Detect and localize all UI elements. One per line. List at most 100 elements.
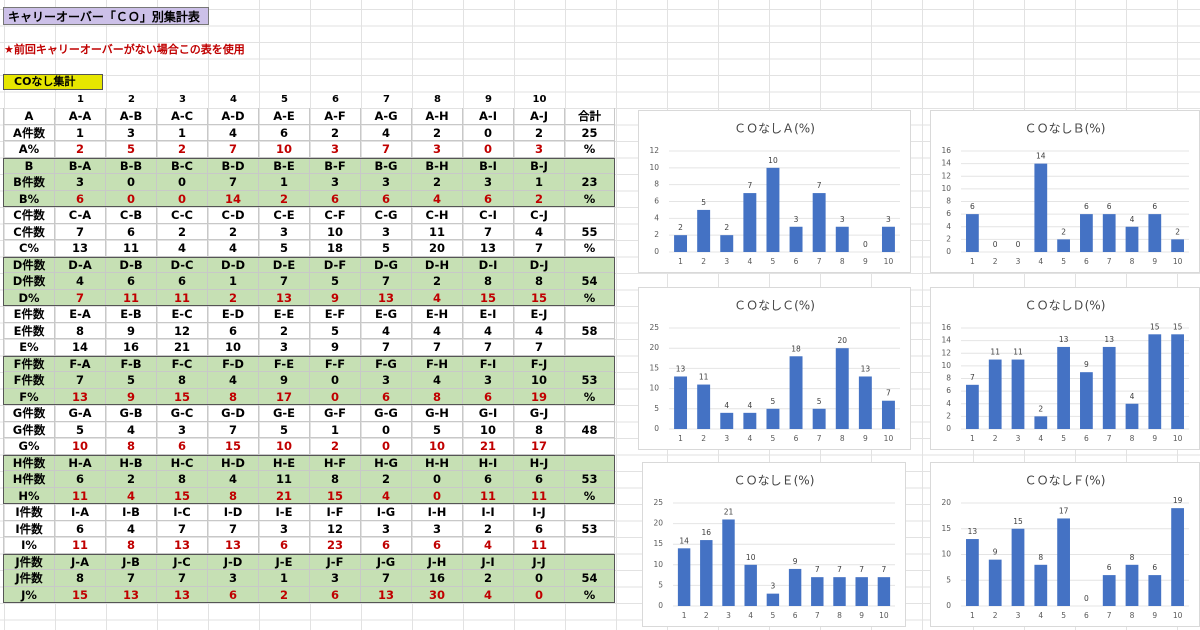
- data-label: 4: [1130, 392, 1135, 401]
- table-cell: 8: [55, 322, 106, 339]
- table-cell: 4: [208, 471, 259, 488]
- table-cell: 0: [310, 372, 361, 389]
- table-cell: 7: [463, 339, 514, 356]
- table-cell: 5: [106, 372, 157, 389]
- table-cell: 3: [259, 339, 310, 356]
- y-tick-label: 10: [941, 361, 951, 370]
- bar: [966, 384, 979, 429]
- table-cell: 5: [106, 141, 157, 158]
- table-cell: D-C: [157, 256, 208, 273]
- column-number: 3: [179, 94, 186, 105]
- data-label: 3: [771, 582, 776, 591]
- x-tick-label: 4: [1038, 611, 1043, 620]
- table-cell: 8: [310, 471, 361, 488]
- x-tick-label: 3: [724, 257, 729, 266]
- table-cell: 55: [565, 223, 615, 240]
- table-cell: G%: [3, 438, 55, 455]
- y-tick-label: 10: [649, 163, 659, 172]
- bar: [1148, 575, 1162, 606]
- x-tick-label: 3: [724, 434, 729, 443]
- table-cell: 6: [259, 124, 310, 141]
- y-tick-label: 8: [654, 180, 659, 189]
- x-tick-label: 9: [863, 434, 868, 443]
- table-cell: 2: [514, 124, 565, 141]
- data-label: 6: [1107, 202, 1112, 211]
- column-number: 8: [434, 94, 441, 105]
- y-tick-label: 16: [941, 323, 951, 332]
- bar: [812, 408, 826, 429]
- table-cell: [565, 438, 615, 455]
- y-tick-label: 0: [946, 601, 951, 610]
- group-box: [3, 355, 615, 405]
- table-cell: E-E: [259, 306, 310, 323]
- bar: [1171, 334, 1184, 429]
- bar: [811, 577, 824, 606]
- y-tick-label: 2: [654, 230, 659, 239]
- table-cell: E-D: [208, 306, 259, 323]
- column-number: 6: [332, 94, 339, 105]
- data-label: 20: [837, 336, 847, 345]
- table-cell: F-D: [208, 355, 259, 372]
- y-tick-label: 0: [946, 247, 951, 256]
- table-cell: 3: [361, 520, 412, 537]
- section-label: COなし集計: [3, 74, 103, 90]
- table-cell: C-I: [463, 207, 514, 224]
- chart-panel: ＣＯなしＤ(%) 0 2 4 6 8 10 12 14 16 7 1 11 2 11 3 2 4 13 5 9 6 13 7 4…: [930, 287, 1200, 450]
- table-cell: 2: [412, 273, 463, 290]
- bar: [1034, 564, 1048, 606]
- table-cell: B-I: [463, 157, 514, 174]
- bar: [1080, 372, 1093, 429]
- table-cell: 4: [514, 322, 565, 339]
- table-cell: 15: [157, 487, 208, 504]
- data-label: 7: [970, 373, 975, 382]
- table-cell: 3: [514, 141, 565, 158]
- table-cell: 21: [463, 438, 514, 455]
- data-label: 7: [747, 181, 752, 190]
- bar: [697, 384, 711, 429]
- column-number: 2: [128, 94, 135, 105]
- y-tick-label: 12: [649, 146, 659, 155]
- chart-title: ＣＯなしＤ(%): [1025, 299, 1106, 313]
- table-cell: 8: [514, 273, 565, 290]
- data-label: 11: [699, 373, 709, 382]
- y-tick-label: 8: [946, 374, 951, 383]
- table-cell: 6: [106, 273, 157, 290]
- y-tick-label: 16: [941, 146, 951, 155]
- table-cell: 0: [463, 141, 514, 158]
- table-cell: 2: [310, 124, 361, 141]
- table-cell: 15: [157, 388, 208, 405]
- x-tick-label: 7: [1107, 611, 1112, 620]
- x-tick-label: 10: [879, 611, 889, 620]
- table-cell: 23: [310, 537, 361, 554]
- x-tick-label: 7: [1107, 434, 1112, 443]
- table-cell: D件数: [3, 256, 55, 273]
- table-cell: A-C: [157, 108, 208, 125]
- group-box: [3, 553, 615, 603]
- data-label: 18: [791, 344, 801, 353]
- bar: [1125, 564, 1139, 606]
- table-cell: E-J: [514, 306, 565, 323]
- table-cell: [565, 207, 615, 224]
- table-cell: G-F: [310, 405, 361, 422]
- table-cell: F-A: [55, 355, 106, 372]
- table-cell: 6: [514, 520, 565, 537]
- table-cell: [565, 537, 615, 554]
- y-tick-label: 20: [653, 519, 663, 528]
- table-cell: H-F: [310, 454, 361, 471]
- table-cell: 0: [361, 421, 412, 438]
- x-tick-label: 8: [840, 257, 845, 266]
- table-cell: 17: [514, 438, 565, 455]
- data-label: 10: [746, 553, 756, 562]
- table-cell: 3: [412, 141, 463, 158]
- table-cell: G件数: [3, 405, 55, 422]
- table-cell: %: [565, 141, 615, 158]
- table-cell: D-D: [208, 256, 259, 273]
- bar: [1125, 403, 1139, 429]
- table-cell: 6: [514, 471, 565, 488]
- table-cell: G件数: [3, 421, 55, 438]
- chart: ＣＯなしＣ(%)05101520251311124344551865720813…: [649, 299, 900, 443]
- y-tick-label: 25: [653, 498, 663, 507]
- x-tick-label: 6: [793, 611, 798, 620]
- table-cell: 7: [361, 339, 412, 356]
- y-tick-label: 14: [941, 159, 951, 168]
